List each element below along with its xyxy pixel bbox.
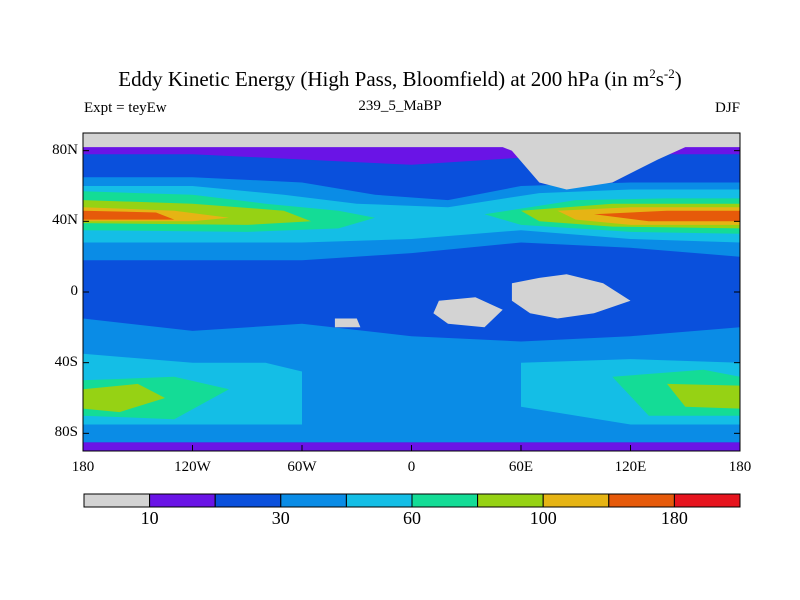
x-tick-label-3: 0 [407, 459, 416, 475]
colorbar-label-4: 180 [660, 508, 688, 528]
contour-region-18 [83, 133, 740, 190]
run-label: 239_5_MaBP [358, 98, 442, 114]
experiment-label: Expt = teyEw [84, 100, 167, 116]
x-tick-label-4: 60E [508, 459, 534, 475]
y-tick-label-1: 40N [52, 212, 78, 229]
x-tick-label-6: 180 [728, 459, 752, 475]
y-tick-label-4: 80S [54, 424, 78, 441]
colorbar-box-1 [149, 493, 216, 508]
colorbar-box-7 [542, 493, 610, 508]
contour-fills [83, 133, 740, 443]
colorbar-label-2: 60 [403, 508, 421, 528]
x-tick-label-5: 120E [614, 459, 647, 475]
season-label: DJF [714, 100, 740, 116]
y-tick-label-0: 80N [52, 141, 78, 158]
contour-region-16 [83, 210, 175, 220]
colorbar-label-0: 10 [140, 508, 159, 528]
colorbar-box-9 [673, 493, 741, 508]
contour-region-13 [667, 383, 740, 409]
contour-region-19 [511, 274, 631, 319]
x-tick-label-2: 60W [287, 459, 317, 475]
colorbar-box-6 [477, 493, 544, 508]
contour-region-21 [334, 318, 361, 328]
colorbar-label-1: 30 [271, 508, 290, 528]
x-tick-label-1: 120W [174, 459, 211, 475]
colorbar-box-0 [83, 493, 151, 508]
contour-region-20 [433, 297, 503, 328]
contour-region-17 [594, 210, 740, 222]
y-tick-label-3: 40S [54, 353, 78, 370]
y-tick-label-2: 0 [70, 283, 79, 299]
colorbar-box-8 [608, 493, 675, 508]
colorbar-label-3: 100 [529, 508, 557, 528]
colorbar-box-5 [411, 493, 479, 508]
colorbar-box-2 [214, 493, 282, 508]
colorbar-box-3 [280, 493, 347, 508]
colorbar-box-4 [345, 493, 413, 508]
chart-title: Eddy Kinetic Energy (High Pass, Bloomfie… [118, 66, 682, 91]
contour-region-12 [83, 383, 166, 413]
x-tick-label-0: 180 [71, 459, 95, 475]
